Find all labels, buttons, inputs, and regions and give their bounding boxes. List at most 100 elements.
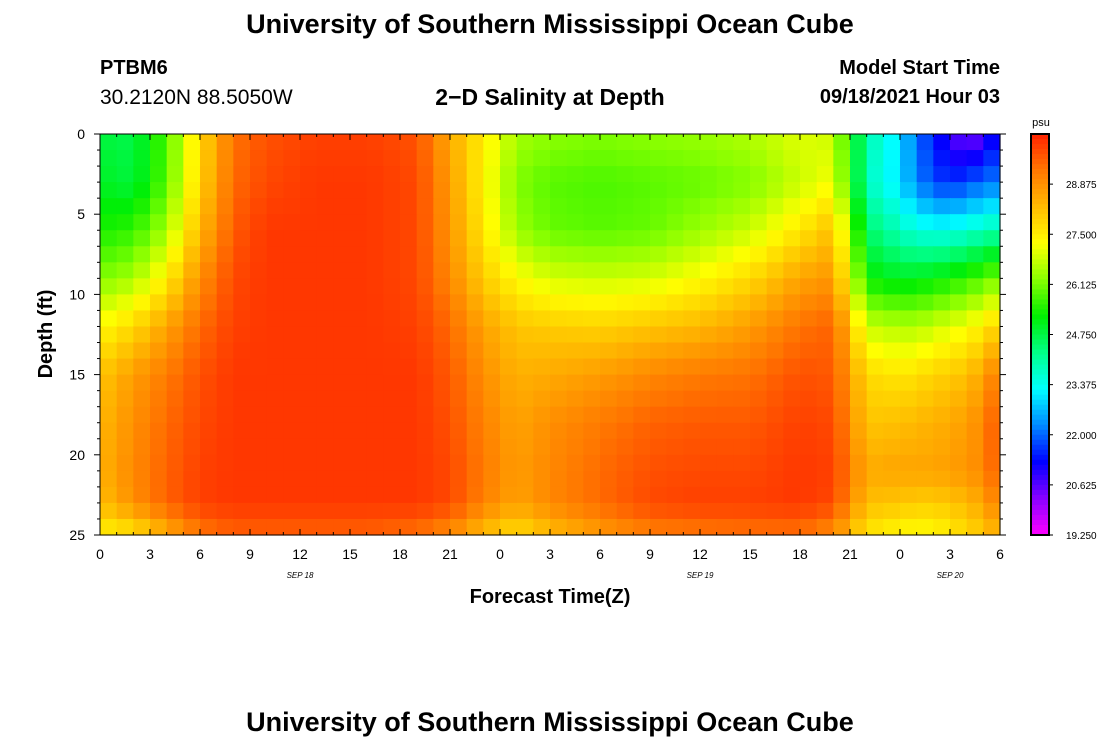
heatmap-cell — [133, 406, 151, 424]
heatmap-cell — [850, 166, 868, 183]
heatmap-cell — [800, 518, 818, 536]
colorbar-segment — [1031, 509, 1049, 516]
heatmap-cell — [166, 198, 184, 215]
heatmap-cell — [550, 454, 568, 472]
heatmap-cell — [950, 390, 968, 408]
heatmap-cell — [983, 150, 1001, 167]
heatmap-cell — [833, 358, 851, 376]
heatmap-cell — [966, 134, 984, 151]
heatmap-cell — [666, 182, 684, 199]
heatmap-cell — [866, 454, 884, 472]
heatmap-cell — [666, 246, 684, 263]
heatmap-cells — [100, 134, 1001, 536]
heatmap-cell — [383, 438, 401, 456]
heatmap-cell — [883, 166, 901, 183]
heatmap-cell — [983, 406, 1001, 424]
heatmap-cell — [883, 502, 901, 520]
heatmap-cell — [866, 166, 884, 183]
heatmap-cell — [466, 150, 484, 167]
heatmap-cell — [150, 454, 168, 472]
heatmap-cell — [300, 278, 318, 295]
heatmap-cell — [366, 454, 384, 472]
heatmap-cell — [766, 422, 784, 440]
heatmap-cell — [633, 294, 651, 312]
heatmap-cell — [250, 422, 268, 440]
heatmap-cell — [316, 390, 334, 408]
heatmap-cell — [883, 374, 901, 392]
heatmap-cell — [766, 198, 784, 215]
heatmap-cell — [683, 294, 701, 312]
colorbar-segment — [1031, 344, 1049, 351]
heatmap-cell — [433, 246, 451, 263]
heatmap-cell — [733, 470, 751, 488]
heatmap-cell — [650, 326, 668, 344]
heatmap-cell — [200, 246, 218, 263]
heatmap-cell — [766, 134, 784, 151]
colorbar-tick-label: 20.625 — [1066, 481, 1097, 492]
heatmap-cell — [466, 342, 484, 360]
heatmap-cell — [166, 454, 184, 472]
heatmap-cell — [166, 150, 184, 167]
heatmap-cell — [483, 438, 501, 456]
heatmap-cell — [550, 390, 568, 408]
heatmap-cell — [850, 182, 868, 199]
heatmap-cell — [966, 262, 984, 279]
heatmap-cell — [133, 294, 151, 312]
heatmap-cell — [416, 454, 434, 472]
heatmap-cell — [100, 278, 118, 295]
heatmap-cell — [250, 502, 268, 520]
heatmap-cell — [100, 214, 118, 231]
heatmap-cell — [783, 518, 801, 536]
heatmap-cell — [516, 262, 534, 279]
heatmap-cell — [333, 198, 351, 215]
heatmap-cell — [116, 390, 134, 408]
x-tick-label: 6 — [596, 546, 604, 562]
heatmap-cell — [650, 310, 668, 328]
heatmap-cell — [650, 262, 668, 279]
heatmap-cell — [883, 262, 901, 279]
heatmap-cell — [416, 438, 434, 456]
heatmap-cell — [466, 486, 484, 504]
heatmap-cell — [900, 246, 918, 263]
heatmap-cell — [616, 230, 634, 247]
heatmap-cell — [666, 310, 684, 328]
heatmap-cell — [600, 342, 618, 360]
heatmap-cell — [183, 262, 201, 279]
heatmap-cell — [400, 262, 418, 279]
heatmap-cell — [166, 422, 184, 440]
heatmap-cell — [833, 342, 851, 360]
heatmap-cell — [916, 214, 934, 231]
heatmap-cell — [533, 214, 551, 231]
heatmap-cell — [400, 166, 418, 183]
heatmap-cell — [883, 390, 901, 408]
heatmap-cell — [416, 198, 434, 215]
heatmap-cell — [616, 182, 634, 199]
heatmap-cell — [433, 262, 451, 279]
heatmap-cell — [550, 230, 568, 247]
heatmap-cell — [433, 230, 451, 247]
salinity-heatmap-chart: 0 3 6 9 12 15 18 21 0 3 6 9 12 15 18 21 0 3 6 0 5 10 15 20 25 S… — [35, 117, 1097, 608]
heatmap-cell — [266, 294, 284, 312]
heatmap-cell — [316, 278, 334, 295]
heatmap-cell — [833, 262, 851, 279]
heatmap-cell — [400, 294, 418, 312]
heatmap-cell — [100, 150, 118, 167]
heatmap-cell — [666, 438, 684, 456]
heatmap-cell — [133, 166, 151, 183]
heatmap-cell — [883, 518, 901, 536]
heatmap-cell — [866, 182, 884, 199]
heatmap-cell — [366, 262, 384, 279]
heatmap-cell — [150, 422, 168, 440]
heatmap-cell — [866, 326, 884, 344]
colorbar-tick-label: 28.875 — [1066, 180, 1097, 191]
heatmap-cell — [566, 502, 584, 520]
heatmap-cell — [816, 438, 834, 456]
heatmap-cell — [516, 326, 534, 344]
heatmap-cell — [833, 182, 851, 199]
date-label: SEP 18 — [287, 571, 314, 580]
heatmap-cell — [233, 262, 251, 279]
heatmap-cell — [733, 198, 751, 215]
heatmap-cell — [333, 358, 351, 376]
heatmap-cell — [300, 454, 318, 472]
heatmap-cell — [116, 198, 134, 215]
